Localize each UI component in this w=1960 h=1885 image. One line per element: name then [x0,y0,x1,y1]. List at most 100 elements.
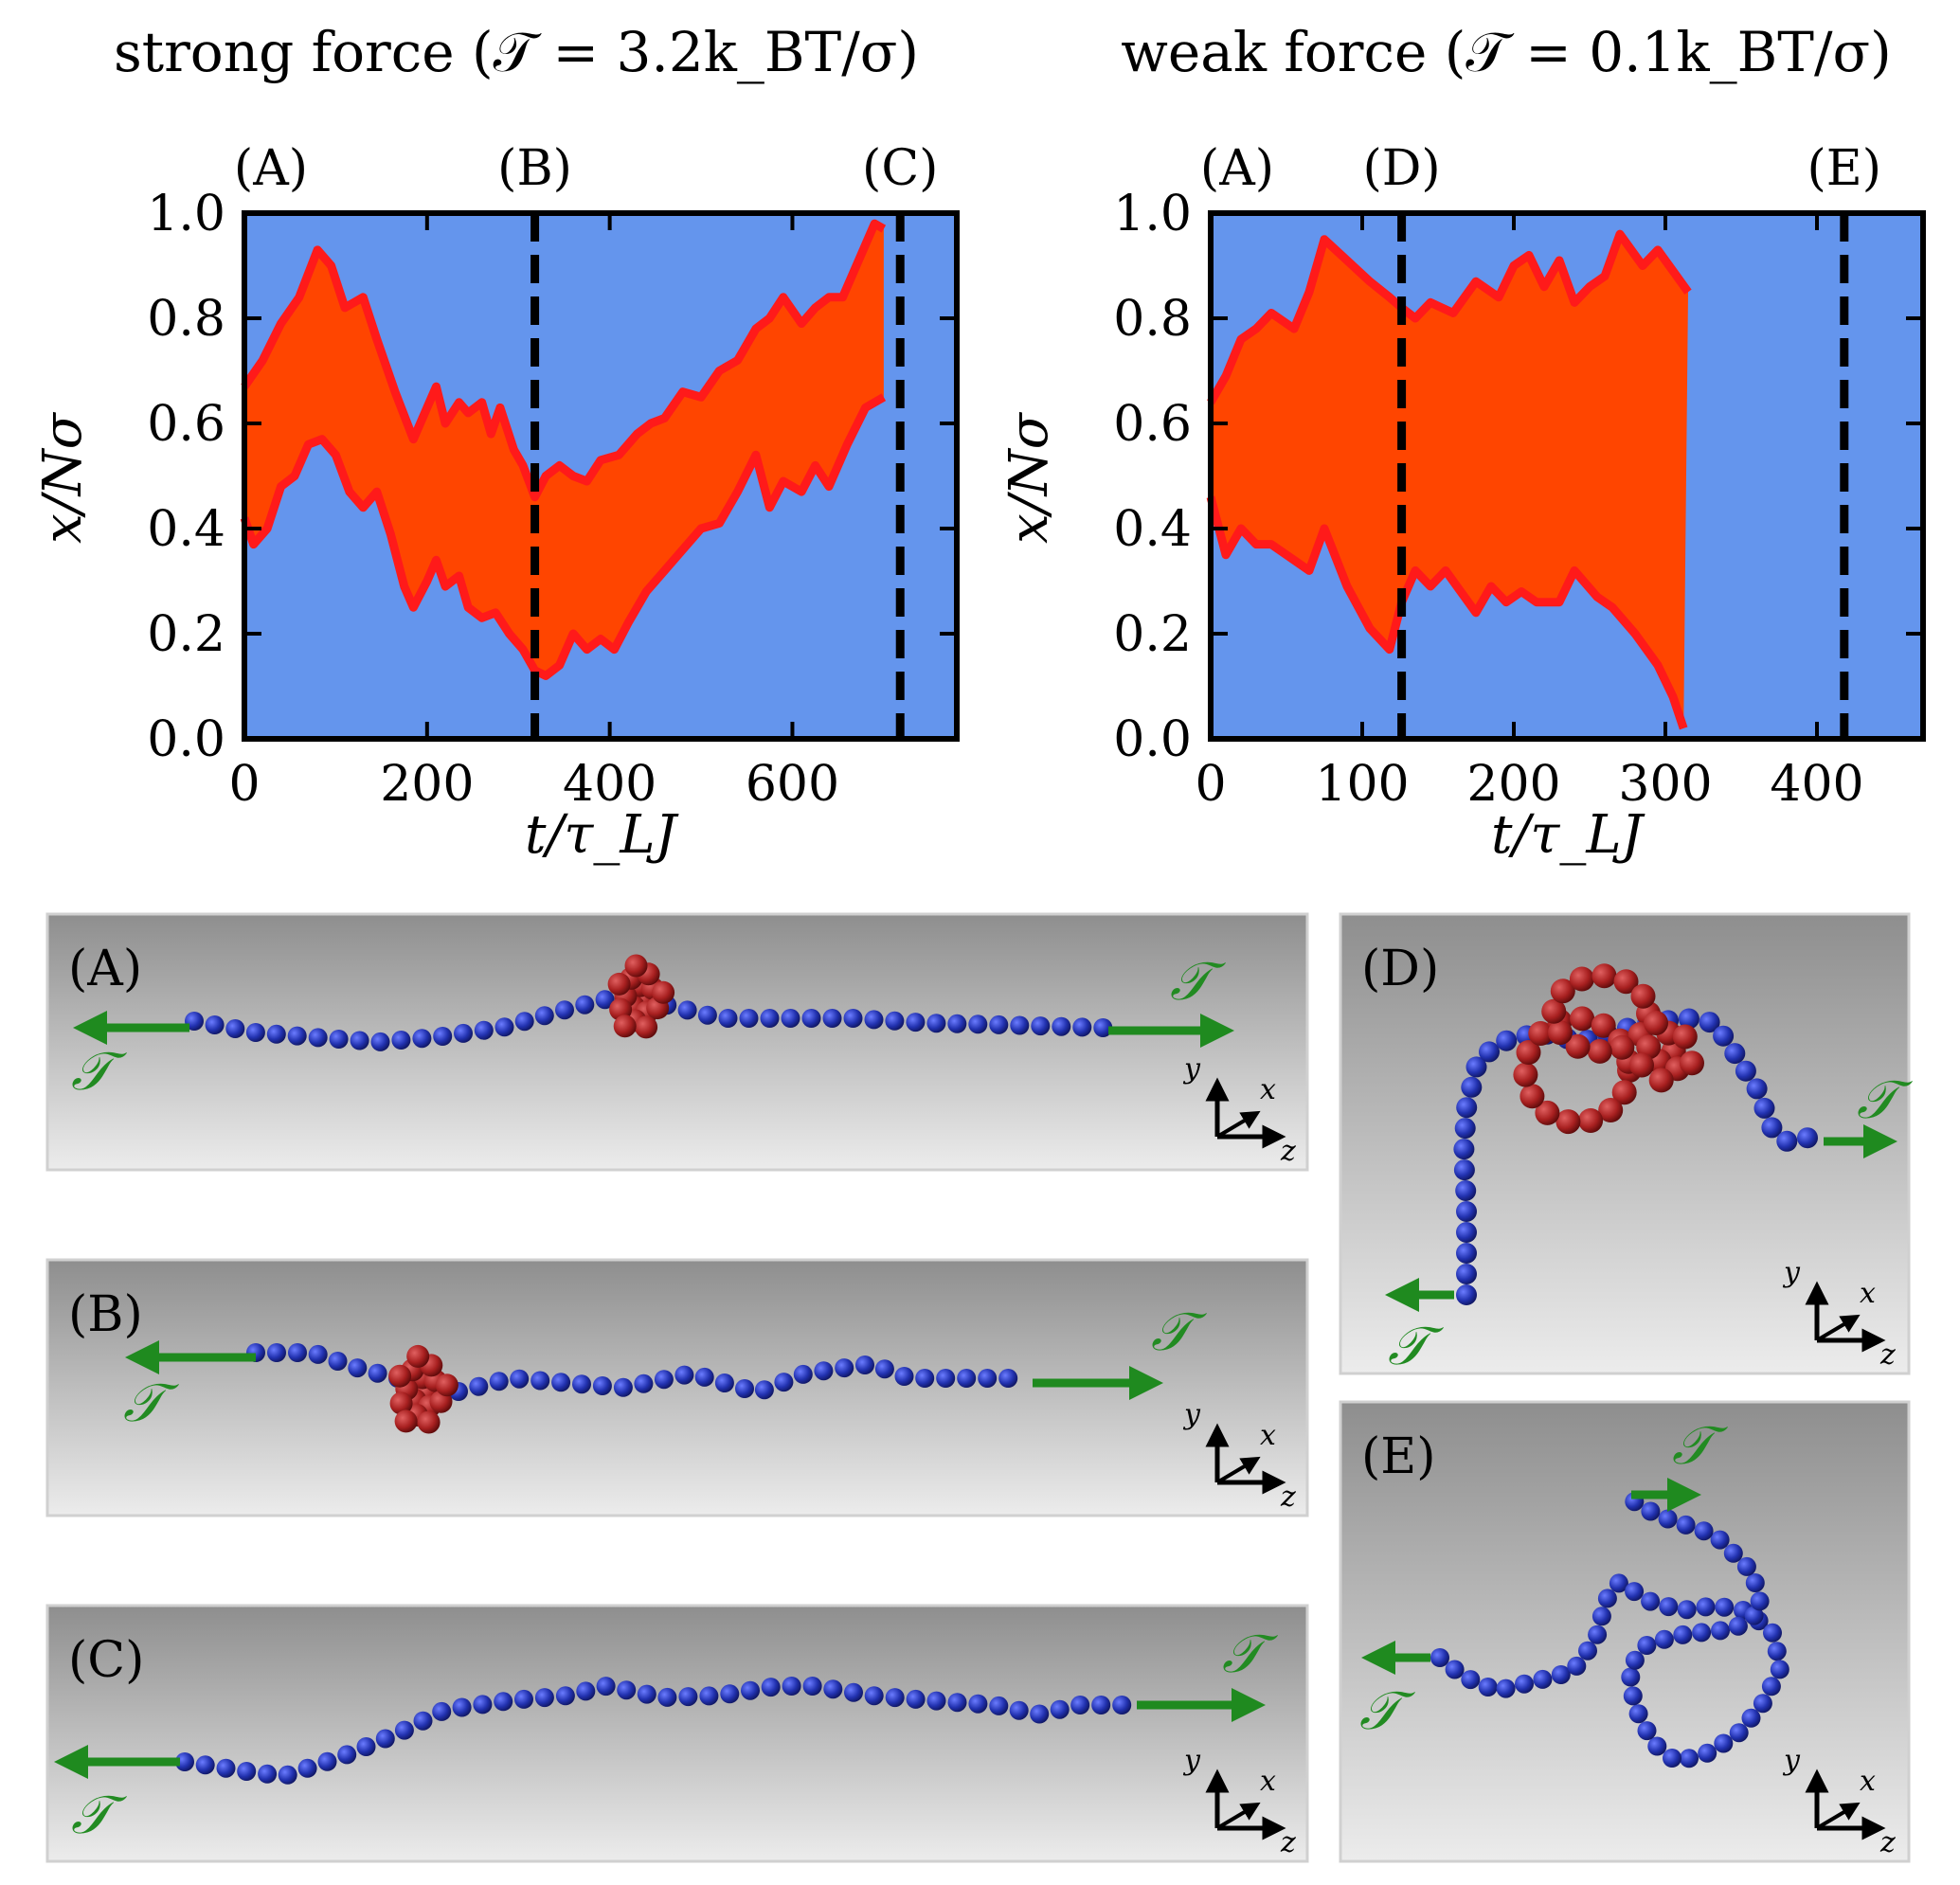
bead [1550,978,1575,1004]
bead [677,1000,697,1020]
bead [998,1369,1018,1388]
knot-bead [1644,1011,1668,1035]
bead [885,1011,905,1031]
bead [175,1752,194,1771]
bead [596,1677,616,1696]
upper-boundary-line [1207,229,1692,405]
bead [718,1009,738,1028]
bead [1637,1721,1657,1741]
bead [968,1694,988,1714]
bead [1676,1515,1696,1535]
bead [1630,983,1656,1009]
bead [1453,1159,1475,1181]
bead [1587,1038,1612,1064]
bead [989,1696,1009,1715]
bead [225,1019,245,1038]
bead [1713,1025,1735,1047]
bead [433,1027,453,1046]
knot-bead [635,1015,658,1039]
y-tick-label: 0.2 [147,606,225,663]
bead [308,1344,328,1364]
bead [1623,1686,1643,1706]
area-band [240,219,887,680]
bead [329,1030,349,1049]
bead [1578,1641,1597,1661]
knot-bead [613,1014,637,1038]
bead [1628,1704,1648,1724]
knot-bead [607,972,631,996]
bead [1698,1743,1717,1763]
bead [1736,1556,1756,1576]
bead [844,1682,863,1702]
y-tick-label: 0.2 [1113,606,1192,663]
bead [1461,1076,1483,1098]
bead [1699,1012,1720,1033]
bead [391,1031,411,1050]
y-tick-label: 0.8 [147,291,225,348]
bead [572,1374,591,1394]
bead [534,1688,554,1708]
bead [906,1689,926,1709]
bead [1715,1597,1735,1617]
bead [1711,1621,1730,1641]
bead [714,1373,734,1392]
knot-bead [388,1364,412,1388]
coordinate-triad: y x z [1182,1744,1296,1859]
bead [348,1358,368,1378]
bead [356,1737,376,1756]
bead [874,1359,894,1379]
band-fill [1211,234,1688,728]
bead [1611,1080,1637,1105]
bead [1050,1699,1070,1719]
bead [555,1686,575,1706]
bead [774,1373,794,1392]
bead [1750,1591,1770,1611]
panel-label: (D) [1361,941,1439,997]
axis-z-label: z [1280,1826,1296,1859]
axis-ticks: 0 200 400 600 0.0 0.2 0.4 0.6 0.8 1.0 [147,186,957,813]
y-tick-label: 1.0 [1113,186,1192,242]
snapshot-panel-e: (E) 𝒯 𝒯 y x z [1339,1400,1911,1863]
bead [760,1009,780,1028]
bead [1496,1679,1516,1698]
bead [1714,1733,1734,1753]
coordinate-triad: y x z [1182,1052,1296,1168]
bead [205,1015,225,1034]
bead [1031,1016,1051,1036]
bead [368,1363,387,1383]
bead [494,1692,513,1712]
axis-y-label: y [1782,1744,1801,1777]
bead [1659,1597,1679,1617]
knot-bead [1672,1024,1698,1050]
bead [266,1024,286,1044]
bead [1641,1501,1661,1521]
bead [1496,1030,1518,1051]
bead [1516,1040,1541,1065]
x-tick-label: 0 [1195,756,1226,813]
snapshot-panel-c: (C) 𝒯 𝒯 y x z [45,1604,1309,1863]
bead [576,1681,596,1701]
bead [1430,1648,1449,1667]
bead [216,1758,236,1778]
x-tick-label: 400 [563,756,656,813]
bead [613,1377,633,1397]
bead [514,1689,533,1709]
time-marker-label: (C) [862,140,938,197]
bead [1453,1139,1475,1160]
bead [1591,1013,1616,1038]
bead [802,1677,822,1696]
bead [926,1014,946,1033]
bead [1767,1642,1787,1661]
y-axis-label: x/Nσ [32,411,94,543]
bead [1770,1660,1789,1679]
bead [1569,966,1594,992]
bead [1455,1180,1477,1201]
x-tick-label: 600 [746,756,839,813]
bead [1746,1078,1768,1100]
knot-bead [389,1391,413,1415]
bead [761,1678,781,1697]
time-marker-label: (D) [1362,140,1440,197]
bead [754,1380,774,1400]
bead [297,1758,317,1778]
bead [617,1680,637,1700]
